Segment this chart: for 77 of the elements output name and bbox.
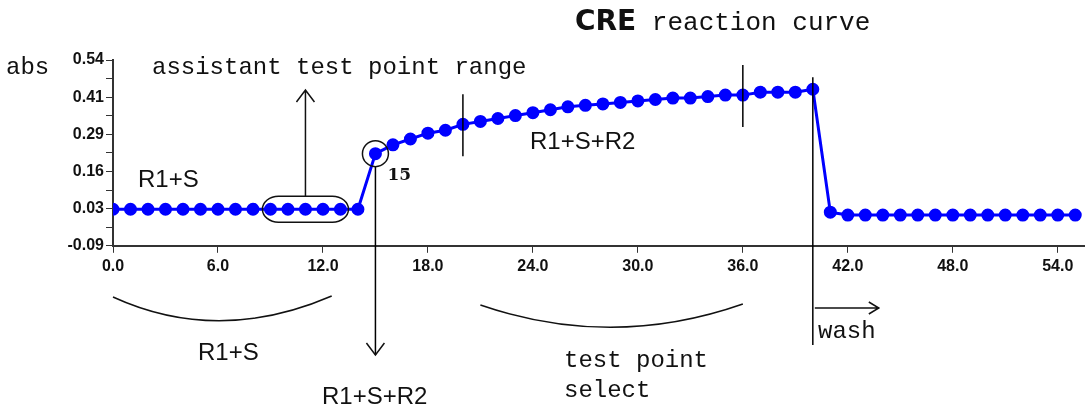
- point: [281, 202, 295, 216]
- y-tick-label: 0.16: [72, 161, 105, 179]
- point: [596, 97, 610, 111]
- x-tick-label: 6.0: [206, 256, 230, 274]
- point: [491, 112, 505, 126]
- x-tick-label: 24.0: [517, 256, 549, 274]
- y-tick-label: 0.54: [72, 50, 105, 68]
- point: [893, 208, 907, 222]
- point: [823, 205, 837, 219]
- point: [263, 202, 277, 216]
- point: [876, 208, 890, 222]
- y-tick-label: 0.29: [72, 124, 105, 142]
- point: [648, 93, 662, 106]
- chart-title: CRE reaction curve: [575, 4, 871, 38]
- point: [963, 208, 977, 222]
- point: [543, 103, 557, 117]
- x-tick-label: 54.0: [1042, 256, 1074, 274]
- point: [666, 91, 680, 105]
- point: [141, 202, 155, 216]
- y-tick-label: 0.03: [72, 199, 105, 217]
- point: [981, 208, 995, 222]
- x-tick-label: 0.0: [101, 256, 125, 274]
- point: [421, 126, 435, 140]
- point: [298, 202, 312, 216]
- point: [193, 202, 207, 216]
- y-axis-title: abs: [6, 54, 50, 81]
- point: [158, 202, 172, 216]
- x-tick-label: 30.0: [622, 256, 654, 274]
- point: [473, 114, 487, 128]
- annotation: R1+S: [138, 165, 199, 193]
- point: [1016, 208, 1030, 222]
- point: [1068, 208, 1082, 222]
- point: [211, 202, 225, 216]
- text: test point select: [564, 346, 710, 406]
- point: [1051, 208, 1065, 222]
- point: [858, 208, 872, 222]
- point: [246, 202, 260, 216]
- annotation: R1+S+R2: [530, 127, 636, 155]
- point: [841, 208, 855, 222]
- point: [928, 208, 942, 222]
- point: [998, 208, 1012, 222]
- point: [683, 91, 697, 105]
- point: [788, 85, 802, 99]
- point: [718, 88, 732, 102]
- point: [578, 98, 592, 112]
- point: [351, 202, 365, 216]
- point: [316, 202, 330, 216]
- point: [946, 208, 960, 222]
- point: [911, 208, 925, 222]
- x-tick-label: 42.0: [832, 256, 864, 274]
- annotation: 15: [387, 164, 412, 185]
- point: [124, 202, 137, 216]
- point: [613, 95, 627, 109]
- point: [438, 123, 452, 137]
- point: [228, 202, 242, 216]
- point: [526, 106, 540, 120]
- x-tick-label: 48.0: [937, 256, 969, 274]
- point: [176, 202, 190, 216]
- text: R1+S+R2: [322, 382, 428, 410]
- point: [386, 138, 400, 152]
- point: [561, 100, 575, 114]
- point: [333, 202, 347, 216]
- annotation: assistant test point range: [152, 54, 527, 81]
- text: wash: [818, 318, 876, 345]
- point: [631, 94, 645, 108]
- y-tick-label: -0.09: [67, 236, 105, 254]
- x-tick-label: 18.0: [412, 256, 444, 274]
- text: R1+S: [198, 338, 259, 366]
- point: [753, 85, 767, 99]
- point: [403, 132, 417, 146]
- point: [1033, 208, 1047, 222]
- point: [771, 85, 785, 99]
- x-tick-label: 12.0: [307, 256, 339, 274]
- x-tick-label: 36.0: [727, 256, 759, 274]
- point: [701, 90, 715, 104]
- y-tick-label: 0.41: [72, 87, 105, 105]
- point: [508, 109, 522, 123]
